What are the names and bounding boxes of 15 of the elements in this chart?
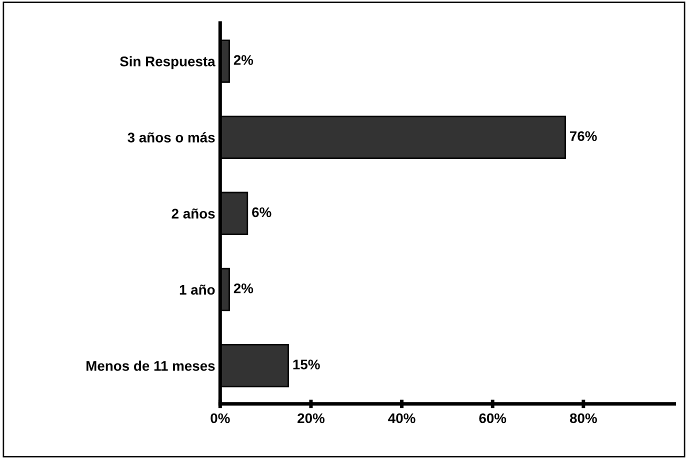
x-tick-label: 60% — [479, 413, 506, 424]
y-tick-label: Menos de 11 meses — [86, 360, 215, 371]
x-tick-label: 0% — [210, 413, 230, 424]
data-label: 15% — [293, 360, 320, 370]
x-tick-label: 80% — [570, 413, 597, 424]
y-tick-label: 2 años — [172, 208, 215, 219]
y-tick-label: 3 años o más — [128, 132, 215, 143]
y-tick-label: 1 año — [180, 284, 215, 295]
y-tick-label: Sin Respuesta — [120, 56, 216, 70]
data-label: 76% — [570, 131, 597, 142]
data-label: 6% — [252, 207, 272, 218]
data-label: 2% — [234, 283, 254, 294]
data-label: 2% — [234, 55, 254, 65]
x-tick-label: 20% — [298, 413, 325, 424]
x-tick-label: 40% — [388, 413, 416, 424]
